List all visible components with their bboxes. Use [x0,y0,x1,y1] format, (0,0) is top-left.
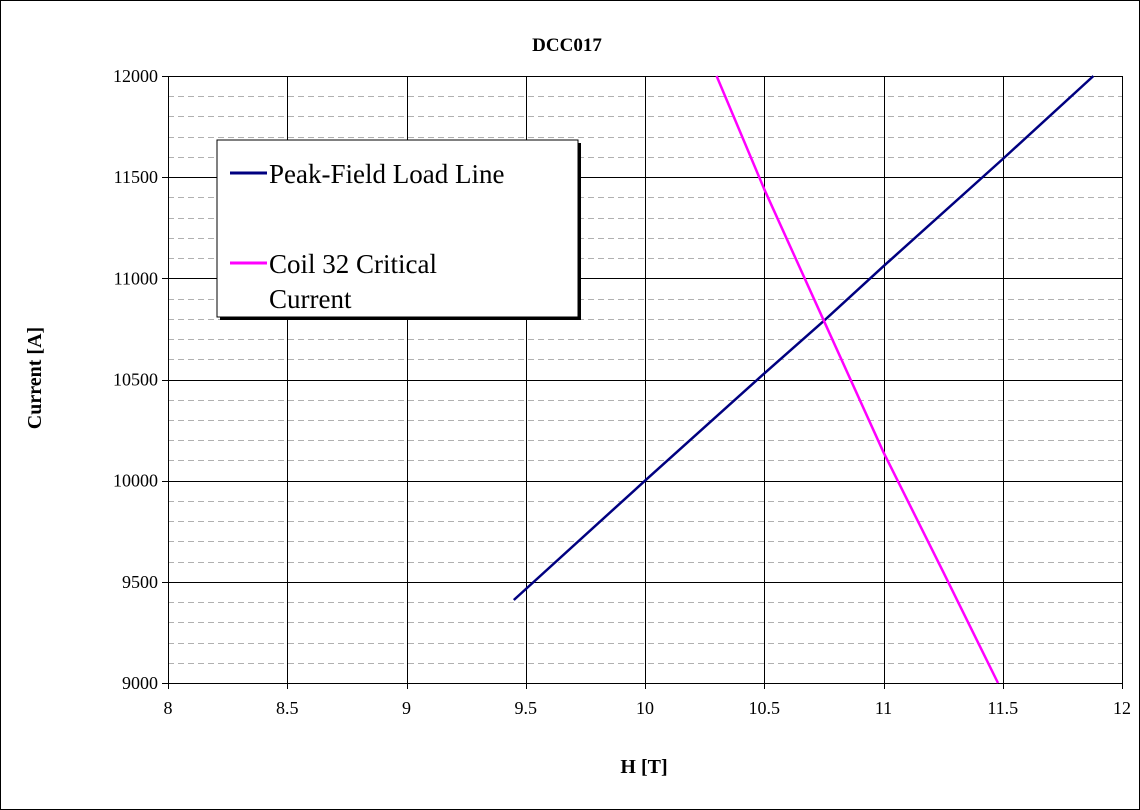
y-tick-label: 12000 [113,66,158,86]
y-tick-label: 10500 [113,370,158,390]
legend-label: Current [269,284,352,314]
y-tick-label: 10000 [113,471,158,491]
legend: Peak-Field Load Line Coil 32 Critical Curr… [216,139,581,320]
x-axis-label: H [T] [620,756,667,778]
y-tick-label: 9000 [122,673,158,693]
x-tick-label: 8 [164,698,173,718]
x-tick-label: 11 [875,698,892,718]
series-lines [512,75,1095,684]
x-tick-label: 11.5 [987,698,1018,718]
y-tick-label: 11000 [114,268,158,288]
x-tick-label: 9.5 [515,698,538,718]
x-tick-label: 8.5 [276,698,299,718]
legend-label: Peak-Field Load Line [269,159,504,189]
legend-box [216,139,579,318]
y-tick-label: 11500 [114,167,158,187]
series-line-2 [715,75,1000,684]
minor-gridlines [168,96,1122,664]
y-tick-label: 9500 [122,572,158,592]
tick-labels: 8 8.5 9 9.5 10 10.5 11 11.5 12 9000 9500 10000 10500… [113,66,1131,718]
legend-label: Coil 32 Critical [269,249,437,279]
x-tick-label: 9 [402,698,411,718]
chart-title: DCC017 [532,35,602,56]
x-tick-label: 10 [636,698,654,718]
x-tick-label: 12 [1113,698,1131,718]
x-tick-label: 10.5 [749,698,781,718]
y-axis-label: Current [A] [24,327,46,429]
plot-border [168,76,1123,684]
